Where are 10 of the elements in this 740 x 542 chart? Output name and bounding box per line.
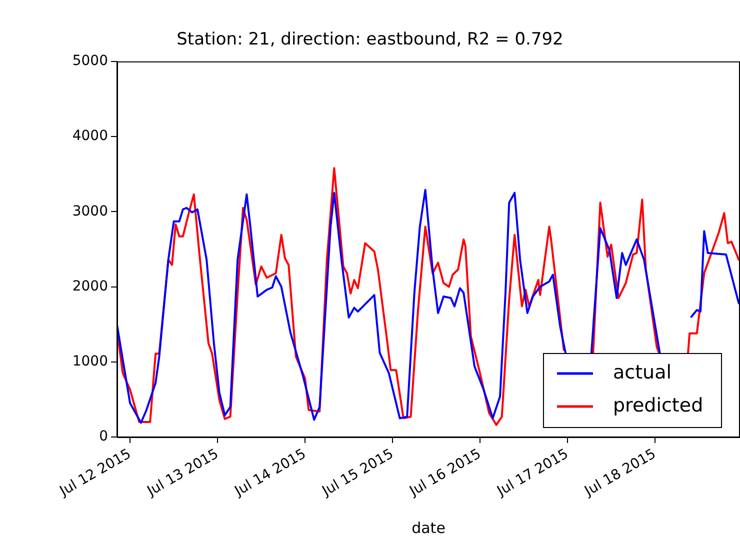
- y-tick-label: 2000: [72, 278, 108, 294]
- legend-label: actual: [613, 361, 672, 384]
- chart-title: Station: 21, direction: eastbound, R2 = 0.792: [176, 30, 564, 50]
- y-tick-label: 0: [99, 428, 108, 445]
- x-axis-title: date: [412, 518, 446, 537]
- y-tick-label: 1000: [72, 354, 108, 370]
- y-tick-label: 5000: [72, 53, 108, 70]
- y-tick-label: 4000: [72, 128, 108, 144]
- y-tick-label: 3000: [72, 203, 108, 220]
- legend-label: predicted: [613, 394, 704, 416]
